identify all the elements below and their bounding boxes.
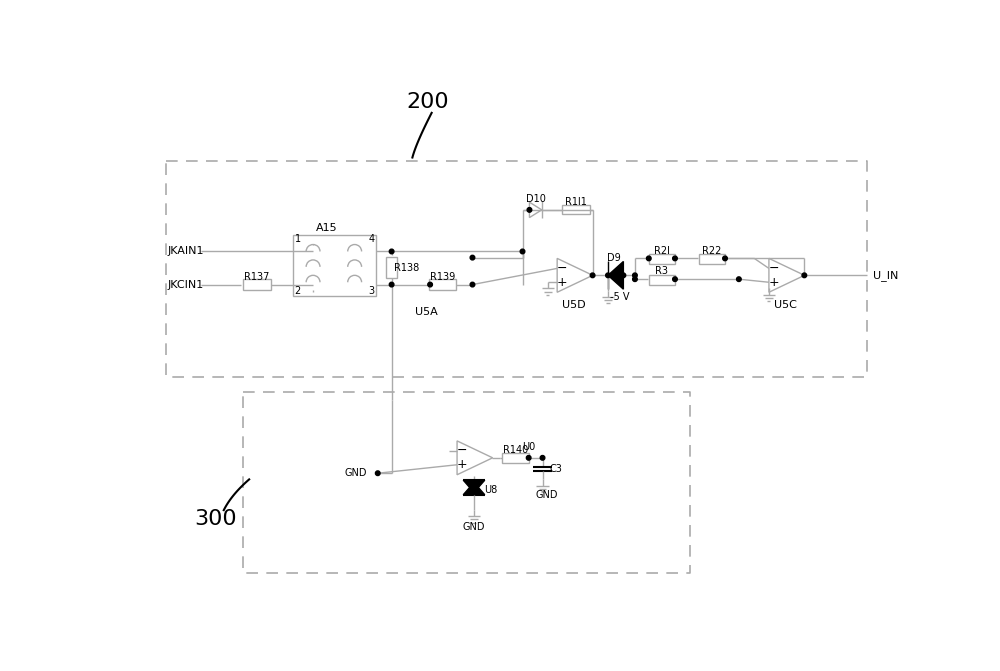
Text: +: +	[456, 458, 467, 471]
Text: R22: R22	[702, 246, 722, 256]
Bar	[502, 453, 529, 463]
Text: −: −	[557, 262, 567, 275]
Circle shape	[621, 273, 626, 278]
Bar	[243, 279, 271, 290]
Text: R138: R138	[394, 262, 420, 272]
Circle shape	[673, 277, 677, 282]
Bar	[649, 254, 675, 264]
Bar	[293, 235, 376, 296]
Text: C3: C3	[550, 464, 563, 474]
Text: R3: R3	[655, 266, 668, 276]
Text: R2l: R2l	[654, 246, 670, 256]
Text: R139: R139	[430, 272, 455, 282]
Polygon shape	[463, 480, 485, 493]
Bar	[562, 205, 590, 215]
Text: 200: 200	[406, 92, 449, 112]
Circle shape	[520, 249, 525, 254]
Text: -5 V: -5 V	[610, 292, 629, 302]
Bar	[386, 257, 397, 278]
Text: GND: GND	[345, 468, 367, 478]
Text: U5D: U5D	[562, 299, 586, 309]
Circle shape	[673, 256, 677, 261]
Circle shape	[389, 249, 394, 254]
Text: 2: 2	[295, 287, 301, 297]
Text: D9: D9	[607, 252, 621, 262]
Circle shape	[723, 256, 727, 261]
Circle shape	[633, 273, 637, 278]
Text: U0: U0	[522, 442, 535, 452]
Circle shape	[802, 273, 807, 278]
Bar	[429, 279, 456, 290]
Text: R137: R137	[244, 272, 270, 282]
Text: U5A: U5A	[415, 307, 438, 317]
Text: R140: R140	[503, 445, 528, 455]
Text: R1l1: R1l1	[565, 197, 587, 207]
Circle shape	[470, 255, 475, 260]
Text: 4: 4	[369, 234, 375, 244]
Text: GND: GND	[463, 522, 485, 532]
Text: −: −	[768, 262, 779, 275]
Circle shape	[737, 277, 741, 282]
Bar	[699, 254, 725, 264]
Polygon shape	[463, 482, 485, 495]
Text: JKAIN1: JKAIN1	[168, 246, 204, 256]
Circle shape	[375, 471, 380, 476]
Circle shape	[540, 456, 545, 460]
Text: U_IN: U_IN	[873, 270, 898, 280]
Bar	[649, 274, 675, 285]
Circle shape	[470, 282, 475, 287]
Text: U5C: U5C	[774, 299, 797, 309]
Text: −: −	[456, 444, 467, 458]
Circle shape	[633, 277, 637, 282]
Text: A15: A15	[316, 223, 338, 234]
Text: U8: U8	[484, 485, 498, 495]
Circle shape	[526, 456, 531, 460]
Circle shape	[590, 273, 595, 278]
Text: +: +	[768, 276, 779, 289]
Circle shape	[527, 207, 532, 212]
Circle shape	[646, 256, 651, 261]
Circle shape	[389, 282, 394, 287]
Circle shape	[606, 273, 610, 278]
Text: +: +	[556, 276, 567, 289]
Text: JKCIN1: JKCIN1	[168, 280, 204, 290]
Text: D10: D10	[526, 194, 546, 204]
Text: GND: GND	[535, 490, 558, 500]
Text: 300: 300	[195, 509, 237, 529]
Polygon shape	[608, 262, 623, 289]
Text: 1: 1	[295, 234, 301, 244]
Circle shape	[428, 282, 432, 287]
Text: 3: 3	[369, 287, 375, 297]
